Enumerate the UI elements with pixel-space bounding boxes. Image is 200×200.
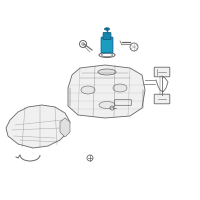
Ellipse shape <box>81 86 95 94</box>
FancyBboxPatch shape <box>103 33 111 39</box>
Ellipse shape <box>99 102 115 108</box>
Polygon shape <box>60 118 70 137</box>
FancyBboxPatch shape <box>154 94 170 104</box>
Ellipse shape <box>98 69 116 75</box>
FancyBboxPatch shape <box>101 37 113 53</box>
Polygon shape <box>6 105 70 148</box>
Polygon shape <box>68 65 145 118</box>
Ellipse shape <box>104 28 110 30</box>
FancyBboxPatch shape <box>154 67 170 77</box>
Ellipse shape <box>113 84 127 92</box>
